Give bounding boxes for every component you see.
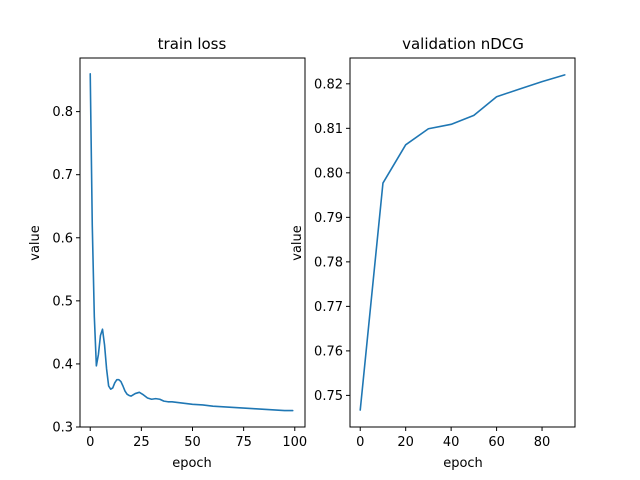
y-tick-label: 0.4 — [52, 357, 73, 372]
subplot-title: train loss — [158, 35, 227, 53]
y-tick-label: 0.3 — [52, 421, 73, 436]
y-tick-label: 0.8 — [52, 105, 73, 120]
axes-frame — [349, 57, 576, 428]
x-tick-label: 0 — [86, 435, 94, 450]
series-line — [359, 74, 566, 411]
x-tick-label: 60 — [488, 435, 505, 450]
x-tick-label: 0 — [356, 435, 364, 450]
y-tick-label: 0.81 — [314, 122, 343, 137]
x-tick-label: 75 — [235, 435, 252, 450]
y-tick-label: 0.77 — [314, 300, 343, 315]
x-tick-label: 40 — [443, 435, 460, 450]
subplot-validation-ndcg: validation nDCG 0 20 40 60 80 0.750.760.770.… — [290, 35, 576, 471]
x-axis: 0 20 40 60 80 — [356, 427, 550, 450]
x-axis-label: epoch — [443, 456, 483, 471]
plot-area — [89, 72, 294, 412]
x-tick-label: 50 — [184, 435, 201, 450]
x-tick-label: 20 — [397, 435, 414, 450]
x-axis-label: epoch — [172, 456, 212, 471]
y-tick-label: 0.79 — [314, 211, 343, 226]
subplot-train-loss: train loss 0 25 50 75 100 0.3 0.4 0.5 0.6 0.7 0.8… — [28, 35, 307, 471]
y-tick-label: 0.80 — [314, 166, 343, 181]
series-line — [89, 72, 294, 412]
subplot-title: validation nDCG — [402, 35, 524, 53]
x-axis: 0 25 50 75 100 — [86, 427, 307, 450]
y-tick-label: 0.82 — [314, 77, 343, 92]
x-tick-label: 80 — [534, 435, 551, 450]
y-tick-label: 0.76 — [314, 344, 343, 359]
y-tick-label: 0.6 — [52, 231, 73, 246]
y-axis: 0.3 0.4 0.5 0.6 0.7 0.8 — [52, 105, 80, 436]
y-tick-label: 0.7 — [52, 168, 73, 183]
y-axis-label: value — [28, 225, 43, 261]
y-axis-label: value — [290, 225, 305, 261]
x-tick-label: 25 — [133, 435, 150, 450]
plot-area — [359, 74, 566, 411]
y-axis: 0.75 0.76 0.77 0.78 0.79 0.80 0.81 0.82 — [314, 77, 350, 404]
y-tick-label: 0.78 — [314, 255, 343, 270]
x-tick-label: 100 — [282, 435, 307, 450]
y-tick-label: 0.5 — [52, 294, 73, 309]
y-tick-label: 0.75 — [314, 389, 343, 404]
